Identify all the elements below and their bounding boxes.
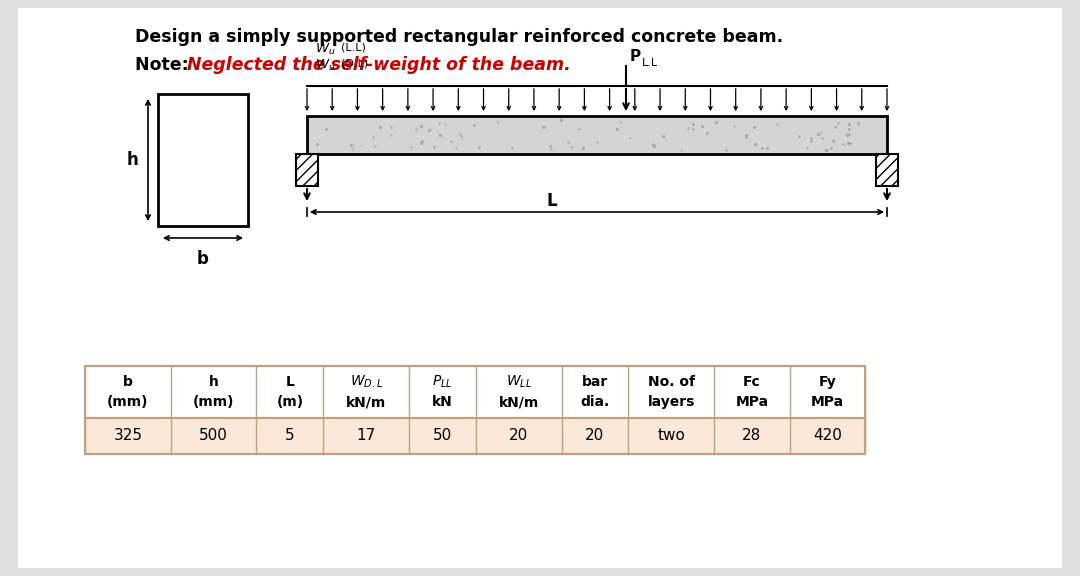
Text: kN/m: kN/m xyxy=(499,395,539,409)
Bar xyxy=(85,366,865,454)
Text: 20: 20 xyxy=(585,429,605,444)
Text: $P_{LL}$: $P_{LL}$ xyxy=(432,374,453,390)
Text: $W_{D.L}$: $W_{D.L}$ xyxy=(350,374,382,390)
Text: $W_u$: $W_u$ xyxy=(315,42,336,57)
Text: P: P xyxy=(630,49,642,64)
Text: No. of: No. of xyxy=(648,375,694,389)
Text: Design a simply supported rectangular reinforced concrete beam.: Design a simply supported rectangular re… xyxy=(135,28,783,46)
Text: layers: layers xyxy=(648,395,694,409)
Text: 420: 420 xyxy=(813,429,841,444)
Text: 17: 17 xyxy=(356,429,376,444)
Text: kN/m: kN/m xyxy=(346,395,387,409)
Text: 325: 325 xyxy=(113,429,143,444)
Text: $W_{LL}$: $W_{LL}$ xyxy=(505,374,531,390)
Bar xyxy=(307,116,887,154)
Bar xyxy=(85,366,865,418)
Text: (L.L): (L.L) xyxy=(341,42,366,52)
Text: 20: 20 xyxy=(509,429,528,444)
Bar xyxy=(296,154,318,186)
Text: Note:: Note: xyxy=(135,56,194,74)
Text: (m): (m) xyxy=(276,395,303,409)
Text: b: b xyxy=(197,250,208,268)
Text: 50: 50 xyxy=(433,429,453,444)
Text: kN: kN xyxy=(432,395,453,409)
Text: Neglected the self-weight of the beam.: Neglected the self-weight of the beam. xyxy=(187,56,570,74)
Text: (D.L): (D.L) xyxy=(341,58,368,68)
Bar xyxy=(158,94,248,226)
Text: L.L: L.L xyxy=(642,58,658,68)
Text: $W_u$: $W_u$ xyxy=(315,58,336,73)
Text: two: two xyxy=(658,429,685,444)
Text: MPa: MPa xyxy=(811,395,843,409)
Text: 5: 5 xyxy=(285,429,295,444)
Text: L: L xyxy=(546,192,557,210)
Text: MPa: MPa xyxy=(735,395,768,409)
Bar xyxy=(876,154,897,186)
Text: 500: 500 xyxy=(199,429,228,444)
Bar xyxy=(85,418,865,454)
Text: dia.: dia. xyxy=(580,395,609,409)
Text: 28: 28 xyxy=(742,429,761,444)
Text: b: b xyxy=(123,375,133,389)
Text: Fy: Fy xyxy=(819,375,836,389)
Text: (mm): (mm) xyxy=(193,395,234,409)
Text: Fc: Fc xyxy=(743,375,760,389)
Text: h: h xyxy=(126,151,138,169)
Text: bar: bar xyxy=(582,375,608,389)
Text: L: L xyxy=(285,375,294,389)
Text: h: h xyxy=(208,375,218,389)
Text: (mm): (mm) xyxy=(107,395,149,409)
